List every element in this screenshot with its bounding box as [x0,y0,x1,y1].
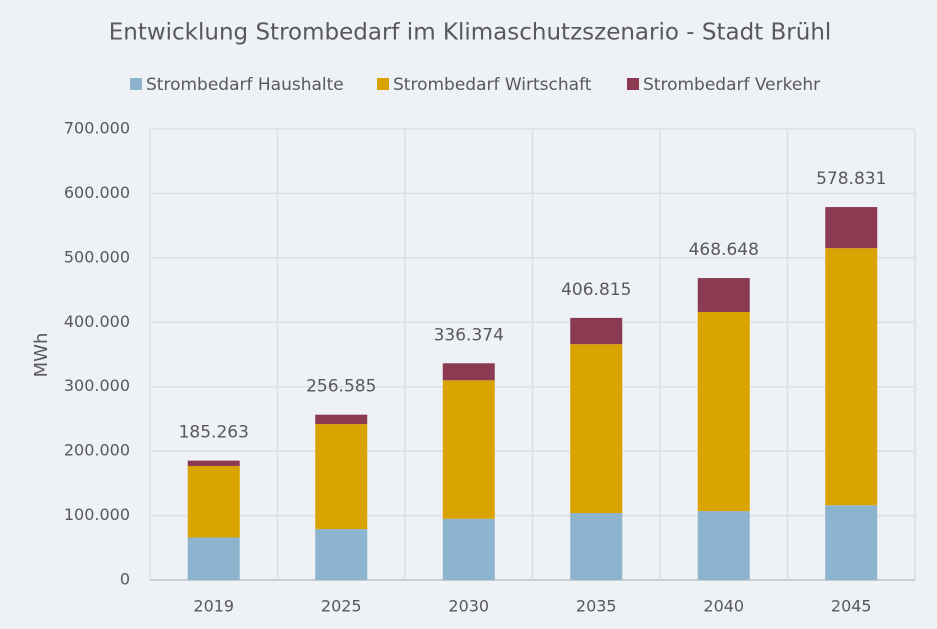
bar-segment [442,363,495,381]
bar-segment [187,465,240,538]
total-label: 406.815 [561,280,631,300]
total-label: 468.648 [689,240,759,260]
legend-label: Strombedarf Verkehr [643,75,820,95]
total-label: 256.585 [306,377,376,397]
y-axis-label: MWh [31,333,52,378]
bar-segment [187,537,240,580]
bar-segment [315,424,368,530]
y-tick-label: 0 [120,570,130,589]
y-tick-label: 700.000 [64,119,130,138]
bar-segment [187,460,240,466]
x-tick-label: 2045 [831,597,872,616]
bar-segment [825,207,878,249]
total-label: 336.374 [434,325,504,345]
y-tick-label: 200.000 [64,441,130,460]
bar-segment [442,380,495,519]
y-tick-label: 600.000 [64,183,130,202]
legend-label: Strombedarf Wirtschaft [393,75,592,95]
x-tick-label: 2040 [703,597,744,616]
y-tick-label: 100.000 [64,505,130,524]
x-tick-label: 2025 [321,597,362,616]
total-label: 578.831 [816,169,886,189]
total-label: 185.263 [179,423,249,443]
bar-segment [697,311,750,512]
legend-swatch [377,78,389,90]
x-tick-label: 2019 [193,597,234,616]
legend-swatch [627,78,639,90]
bar-segment [315,529,368,580]
y-tick-label: 400.000 [64,312,130,331]
bar-segment [697,278,750,312]
bar-segment [825,505,878,580]
bar-segment [570,512,623,580]
x-tick-label: 2035 [576,597,617,616]
bar-segment [570,344,623,513]
bar-segment [825,248,878,506]
bar-segment [315,414,368,425]
y-tick-label: 300.000 [64,376,130,395]
legend-label: Strombedarf Haushalte [146,75,344,95]
bar-segment [442,518,495,580]
x-tick-label: 2030 [448,597,489,616]
chart-title: Entwicklung Strombedarf im Klimaschutzsz… [109,20,832,46]
y-tick-label: 500.000 [64,247,130,266]
bar-segment [570,317,623,345]
legend-swatch [130,78,142,90]
bar-segment [697,511,750,580]
